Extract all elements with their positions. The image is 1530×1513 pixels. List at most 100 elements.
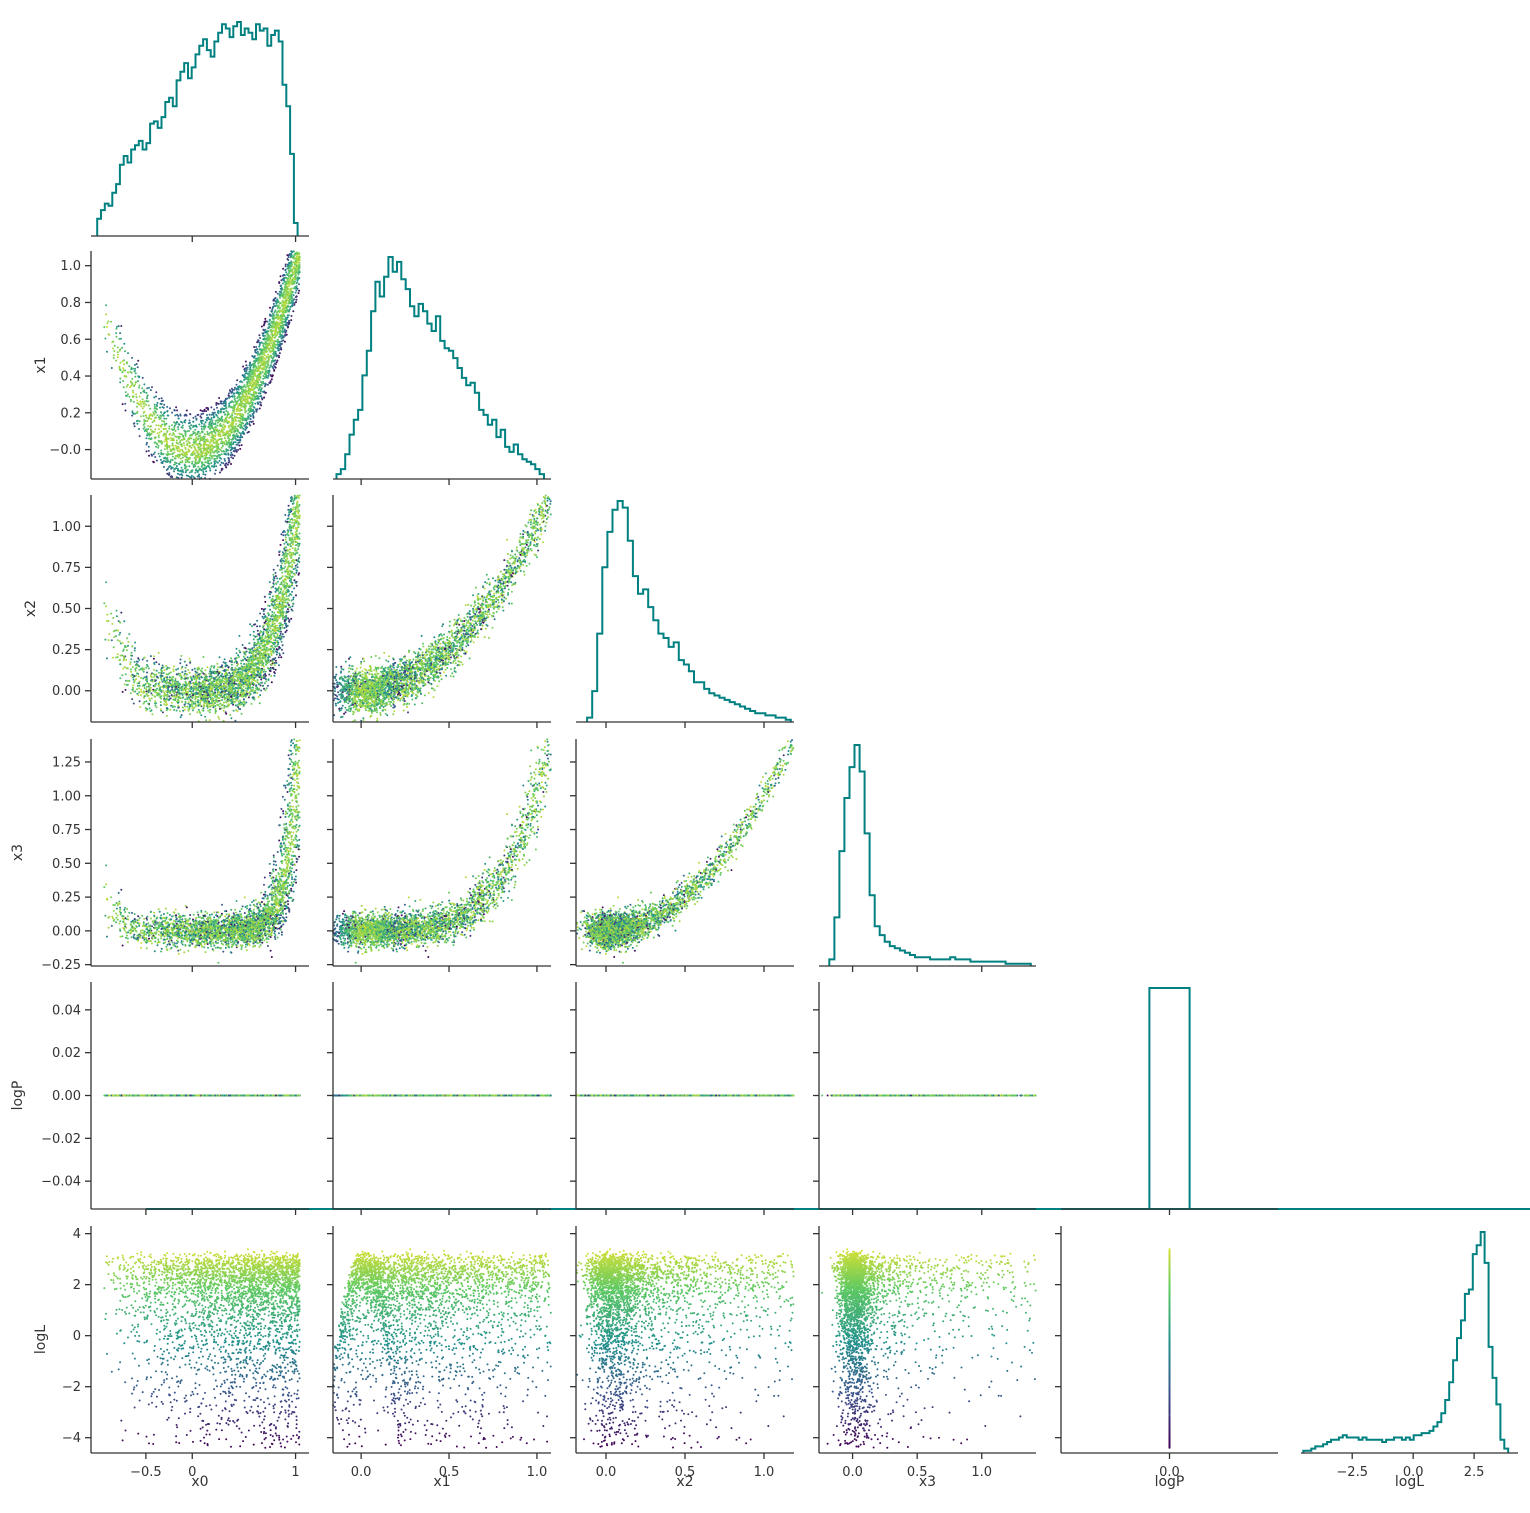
scatter-point xyxy=(179,433,181,435)
scatter-point xyxy=(210,462,212,464)
scatter-point xyxy=(123,363,125,365)
scatter-point xyxy=(253,423,255,425)
scatter-point xyxy=(211,417,213,419)
scatter-point xyxy=(167,415,169,417)
scatter-point xyxy=(135,372,137,374)
scatter-point xyxy=(147,425,149,427)
scatter-point xyxy=(156,460,158,462)
scatter-point xyxy=(238,445,240,447)
scatter-point xyxy=(200,409,202,411)
scatter-point xyxy=(289,289,291,291)
scatter-point xyxy=(158,425,160,427)
scatter-point xyxy=(202,413,204,415)
scatter-point xyxy=(213,464,215,466)
scatter-point xyxy=(225,466,227,468)
scatter-point xyxy=(216,407,218,409)
scatter-point xyxy=(176,409,178,411)
scatter-point xyxy=(249,405,251,407)
scatter-point xyxy=(167,451,169,453)
scatter-point xyxy=(201,428,203,430)
scatter-point xyxy=(189,435,191,437)
scatter-point xyxy=(155,396,157,398)
scatter-point xyxy=(173,421,175,423)
scatter-point xyxy=(173,464,175,466)
scatter-point xyxy=(221,468,223,470)
scatter-point xyxy=(265,335,267,337)
scatter-point xyxy=(221,420,223,422)
scatter-point xyxy=(136,406,138,408)
scatter-point xyxy=(194,429,196,431)
scatter-point xyxy=(205,470,207,472)
scatter-point xyxy=(218,432,220,434)
scatter-point xyxy=(211,465,213,467)
scatter-point xyxy=(278,304,280,306)
scatter-point xyxy=(228,459,230,461)
scatter-point xyxy=(154,442,156,444)
scatter-point xyxy=(138,385,140,387)
scatter-point xyxy=(202,420,204,422)
scatter-point xyxy=(165,418,167,420)
scatter-panel-x1-vs-x0 xyxy=(103,250,300,480)
scatter-point xyxy=(140,405,142,407)
scatter-point xyxy=(188,465,190,467)
scatter-point xyxy=(262,332,264,334)
scatter-point xyxy=(135,393,137,395)
scatter-point xyxy=(139,396,141,398)
scatter-point xyxy=(134,370,136,372)
scatter-point xyxy=(179,451,181,453)
scatter-point xyxy=(157,432,159,434)
scatter-point xyxy=(234,387,236,389)
scatter-point xyxy=(236,384,238,386)
scatter-point xyxy=(225,440,227,442)
scatter-point xyxy=(222,462,224,464)
scatter-point xyxy=(253,346,255,348)
scatter-point xyxy=(179,474,181,476)
scatter-point xyxy=(178,447,180,449)
scatter-point xyxy=(280,288,282,290)
scatter-point xyxy=(295,299,297,301)
scatter-point xyxy=(267,321,269,323)
scatter-point xyxy=(241,444,243,446)
scatter-point xyxy=(111,367,113,369)
scatter-point xyxy=(223,421,225,423)
scatter-point xyxy=(224,413,226,415)
scatter-point xyxy=(229,447,231,449)
scatter-point xyxy=(185,461,187,463)
scatter-point xyxy=(152,421,154,423)
scatter-point xyxy=(275,335,277,337)
scatter-point xyxy=(261,387,263,389)
scatter-point xyxy=(284,334,286,336)
scatter-point xyxy=(205,455,207,457)
scatter-point xyxy=(288,311,290,313)
scatter-point xyxy=(128,396,130,398)
scatter-point xyxy=(175,423,177,425)
scatter-point xyxy=(146,437,148,439)
scatter-point xyxy=(242,366,244,368)
scatter-point xyxy=(171,434,173,436)
scatter-point xyxy=(216,452,218,454)
scatter-point xyxy=(257,354,259,356)
scatter-point xyxy=(145,400,147,402)
scatter-point xyxy=(237,425,239,427)
scatter-point xyxy=(225,410,227,412)
scatter-point xyxy=(179,436,181,438)
scatter-point xyxy=(188,448,190,450)
scatter-point xyxy=(258,379,260,381)
scatter-point xyxy=(112,341,114,343)
scatter-point xyxy=(131,378,133,380)
scatter-point xyxy=(209,467,211,469)
scatter-point xyxy=(155,391,157,393)
scatter-point xyxy=(292,310,294,312)
scatter-point xyxy=(218,430,220,432)
scatter-point xyxy=(217,417,219,419)
scatter-point xyxy=(183,442,185,444)
scatter-point xyxy=(132,392,134,394)
scatter-point xyxy=(214,455,216,457)
scatter-point xyxy=(267,377,269,379)
scatter-point xyxy=(143,389,145,391)
scatter-point xyxy=(130,399,132,401)
scatter-point xyxy=(185,471,187,473)
scatter-point xyxy=(158,398,160,400)
scatter-point xyxy=(260,393,262,395)
